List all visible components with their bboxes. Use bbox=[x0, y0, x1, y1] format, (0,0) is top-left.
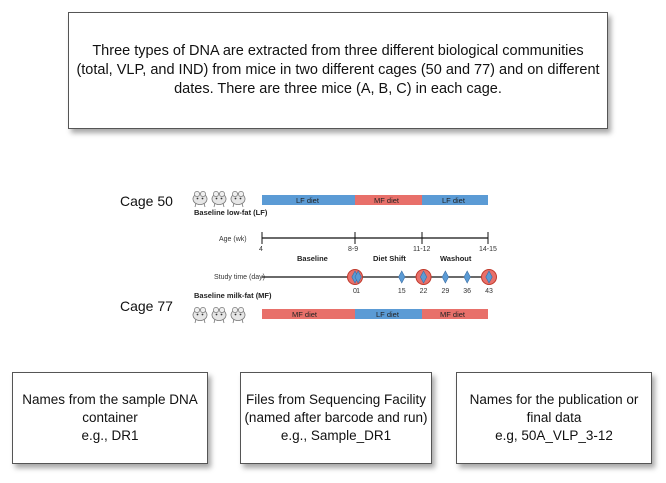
study-day-label: 1 bbox=[356, 288, 360, 295]
sampling-point-marker bbox=[398, 270, 406, 284]
age-tick-label: 4 bbox=[259, 246, 263, 253]
diet-segment bbox=[355, 195, 422, 205]
mouse-icon bbox=[192, 190, 208, 208]
diet-label: LF diet bbox=[376, 310, 400, 319]
age-axis-label: Age (wk) bbox=[219, 236, 247, 243]
description-line: Three types of DNA are extracted from th… bbox=[92, 43, 584, 59]
diet-segment bbox=[355, 309, 422, 319]
diet-label: MF diet bbox=[374, 196, 400, 205]
diet-label: MF diet bbox=[292, 310, 318, 319]
study-day-label: 36 bbox=[463, 288, 471, 295]
sampling-point-marker bbox=[354, 270, 362, 284]
diet-segment bbox=[422, 309, 488, 319]
diet-label: LF diet bbox=[296, 196, 320, 205]
sample-names-box: Names from the sample DNA container e.g.… bbox=[12, 372, 208, 464]
mouse-icon bbox=[230, 190, 246, 208]
sampling-point-marker bbox=[420, 270, 428, 284]
sampling-point-marker bbox=[463, 270, 471, 284]
mouse-icon bbox=[192, 306, 208, 324]
age-tick-label: 11-12 bbox=[413, 246, 430, 253]
description-line: dates. There are three mice (A, B, C) in… bbox=[174, 81, 502, 97]
sequencing-files-box: Files from Sequencing Facility (named af… bbox=[240, 372, 432, 464]
sampling-point-marker bbox=[485, 270, 493, 284]
phase-label: Washout bbox=[440, 254, 472, 263]
study-axis-label: Study time (day) bbox=[214, 274, 265, 281]
age-tick-label: 14-15 bbox=[479, 246, 497, 253]
mouse-icon bbox=[211, 190, 227, 208]
study-day-label: 0 bbox=[353, 288, 357, 295]
mouse-icon bbox=[230, 306, 246, 324]
phase-label: Baseline bbox=[297, 254, 328, 263]
box-line: e.g., DR1 bbox=[81, 428, 139, 443]
mouse-icon bbox=[211, 306, 227, 324]
diet-label: MF diet bbox=[440, 310, 466, 319]
age-tick-label: 8-9 bbox=[348, 246, 358, 253]
box-line: Files from Sequencing Facility bbox=[245, 392, 427, 407]
study-day-label: 15 bbox=[398, 288, 406, 295]
box-line: Names from the sample DNA bbox=[22, 392, 198, 407]
baseline-lf-label: Baseline low-fat (LF) bbox=[194, 208, 268, 217]
diet-segment bbox=[262, 195, 355, 205]
box-line: Names for the publication or bbox=[469, 392, 639, 407]
box-line: container bbox=[82, 410, 138, 425]
sampling-point-marker bbox=[441, 270, 449, 284]
phase-label: Diet Shift bbox=[373, 254, 406, 263]
cage-50-label: Cage 50 bbox=[120, 193, 173, 209]
box-line: (named after barcode and run) bbox=[244, 410, 428, 425]
baseline-mf-label: Baseline milk-fat (MF) bbox=[194, 291, 272, 300]
diet-segment bbox=[262, 309, 355, 319]
description-line: (total, VLP, and IND) from mice in two d… bbox=[76, 62, 600, 78]
study-day-label: 22 bbox=[420, 288, 428, 295]
diet-segment bbox=[422, 195, 488, 205]
box-line: final data bbox=[526, 410, 582, 425]
publication-names-box: Names for the publication or final data … bbox=[456, 372, 652, 464]
box-line: e.g., Sample_DR1 bbox=[280, 428, 392, 443]
diet-label: LF diet bbox=[442, 196, 466, 205]
description-box: Three types of DNA are extracted from th… bbox=[68, 12, 608, 129]
study-day-label: 29 bbox=[441, 288, 449, 295]
box-line: e.g, 50A_VLP_3-12 bbox=[495, 428, 613, 443]
study-day-label: 43 bbox=[485, 288, 493, 295]
cage-77-label: Cage 77 bbox=[120, 298, 173, 314]
